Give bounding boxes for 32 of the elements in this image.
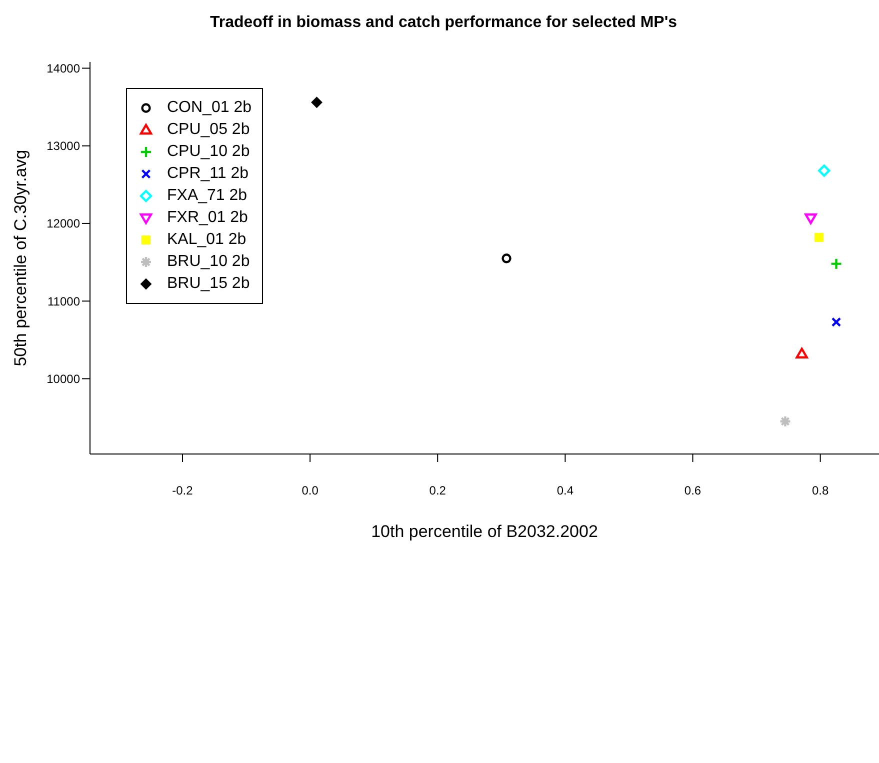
y-tick-label: 14000 <box>46 61 80 76</box>
legend-label: FXR_01 2b <box>167 209 248 227</box>
point <box>818 164 830 177</box>
y-tick-label: 13000 <box>46 139 80 154</box>
x-tick-label: 0.6 <box>684 484 702 498</box>
chart-title: Tradeoff in biomass and catch performance for selected MP's <box>208 14 678 32</box>
point <box>779 415 792 428</box>
point <box>804 213 817 224</box>
x-tick-label: 0.2 <box>429 484 446 498</box>
y-tick-label: 12000 <box>46 216 80 231</box>
legend-label: BRU_15 2b <box>167 275 250 293</box>
point <box>311 96 322 108</box>
x-axis-title: 10th percentile of B2032.2002 <box>371 522 598 541</box>
point <box>814 232 824 242</box>
legend-label: CPU_10 2b <box>167 143 250 161</box>
legend-label: FXA_71 2b <box>167 187 248 205</box>
legend-label: KAL_01 2b <box>167 231 246 249</box>
legend-label: CON_01 2b <box>167 99 252 117</box>
x-tick-label: -0.2 <box>172 484 194 498</box>
legend-label: CPU_05 2b <box>167 121 250 139</box>
legend-label: CPR_11 2b <box>167 165 249 183</box>
y-axis-title: 50th percentile of C.30yr.avg <box>11 150 30 366</box>
point <box>502 254 512 264</box>
point <box>830 258 842 270</box>
y-tick-label: 10000 <box>46 372 80 386</box>
y-tick-label: 11000 <box>48 294 80 308</box>
legend-label: BRU_10 2b <box>167 253 250 271</box>
x-tick-label: 0.8 <box>812 484 829 498</box>
point <box>831 317 842 327</box>
point <box>796 348 808 358</box>
x-tick-label: 0.0 <box>302 484 319 498</box>
x-tick-label: 0.4 <box>556 484 574 498</box>
